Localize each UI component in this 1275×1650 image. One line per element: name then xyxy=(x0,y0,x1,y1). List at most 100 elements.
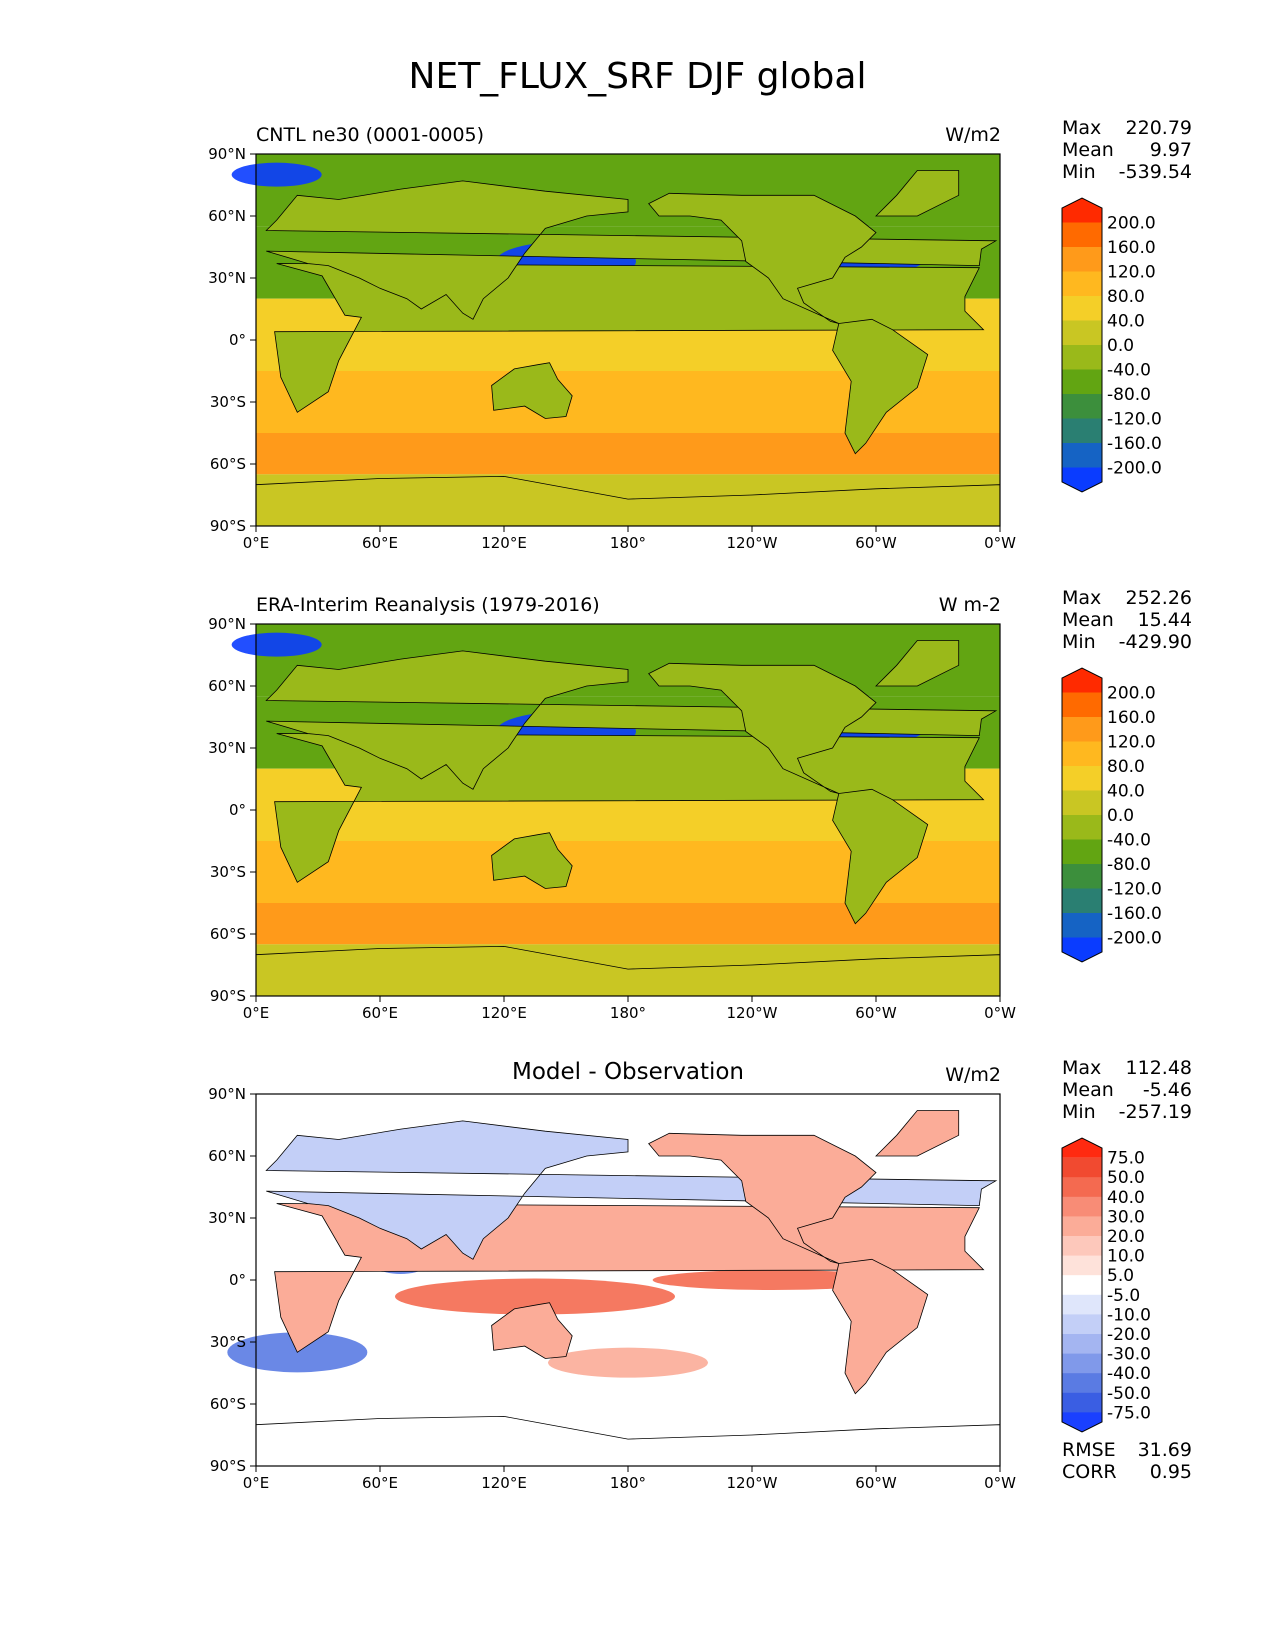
colorbar-label: 200.0 xyxy=(1107,684,1156,704)
min-value: -429.90 xyxy=(1118,631,1192,653)
continent-greenland xyxy=(875,170,960,217)
lon-tick-label: 120°W xyxy=(727,1474,778,1492)
lon-tick-label: 0°E xyxy=(243,1004,270,1022)
colorbar-segment xyxy=(1062,1196,1102,1217)
colorbar-segment xyxy=(1062,222,1102,248)
colorbar-segment xyxy=(1062,1216,1102,1237)
lon-tick-label: 0°E xyxy=(243,1474,270,1492)
colorbar-segment xyxy=(1062,1314,1102,1335)
rmse-corr-stats: RMSE 31.69 CORR 0.95 xyxy=(1062,1439,1192,1483)
min-value: -257.19 xyxy=(1118,1101,1192,1123)
lat-tick-label: 90°N xyxy=(208,615,246,633)
ocean-band-southern xyxy=(256,903,1000,945)
min-label: Min xyxy=(1062,1101,1096,1123)
colorbar-label: 40.0 xyxy=(1107,782,1145,802)
lat-tick-label: 60°S xyxy=(210,455,246,473)
colorbar-label: -5.0 xyxy=(1107,1286,1140,1306)
colorbar-segment xyxy=(1062,394,1102,419)
colorbar-segment xyxy=(1062,741,1102,767)
colorbar-segment xyxy=(1062,271,1102,297)
panel-2-stats: Max 252.26 Mean 15.44 Min -429.90 xyxy=(1062,587,1192,653)
colorbar-label: 40.0 xyxy=(1107,1188,1145,1208)
colorbar-outline xyxy=(1061,667,1103,963)
barents-blob xyxy=(231,162,322,187)
rmse-label: RMSE xyxy=(1062,1439,1116,1461)
lon-tick-label: 60°W xyxy=(855,1474,897,1492)
max-label: Max xyxy=(1062,117,1102,139)
lon-tick-label: 0°W xyxy=(984,534,1016,552)
continent-antarctica xyxy=(256,475,1000,526)
lon-tick-label: 120°E xyxy=(481,1474,527,1492)
colorbar-segment xyxy=(1062,345,1102,370)
colorbar-label: 40.0 xyxy=(1107,312,1145,332)
figure-title: NET_FLUX_SRF DJF global xyxy=(408,56,867,97)
colorbar-segment xyxy=(1062,1275,1102,1296)
lat-tick-label: 30°S xyxy=(210,393,246,411)
continent-greenland xyxy=(875,640,960,687)
lon-tick-label: 60°E xyxy=(362,1474,398,1492)
continent-samerica xyxy=(832,788,929,925)
continent-samerica xyxy=(832,1258,929,1395)
colorbar-segment xyxy=(1062,1392,1102,1413)
colorbar-label: -40.0 xyxy=(1107,1364,1151,1384)
lat-tick-label: 60°S xyxy=(210,1395,246,1413)
lat-tick-label: 90°S xyxy=(210,1457,246,1475)
colorbar-label: -160.0 xyxy=(1107,904,1162,924)
colorbar-segment xyxy=(1062,888,1102,914)
colorbar-segment xyxy=(1062,717,1102,742)
colorbar-label: -40.0 xyxy=(1107,831,1151,851)
colorbar-label: 50.0 xyxy=(1107,1168,1145,1188)
lon-tick-label: 120°W xyxy=(727,534,778,552)
panel-1-stats: Max 220.79 Mean 9.97 Min -539.54 xyxy=(1062,117,1192,183)
min-label: Min xyxy=(1062,631,1096,653)
continent-australia xyxy=(491,1302,573,1359)
colorbar-label: 30.0 xyxy=(1107,1207,1145,1227)
colorbar-segment xyxy=(1062,1294,1102,1315)
colorbar-segment xyxy=(1062,443,1102,468)
colorbar-label: -50.0 xyxy=(1107,1384,1151,1404)
colorbar-max-arrow xyxy=(1062,198,1102,223)
lat-tick-label: 0° xyxy=(229,801,246,819)
lon-tick-label: 60°E xyxy=(362,1004,398,1022)
lat-tick-label: 90°N xyxy=(208,145,246,163)
colorbar-label: 200.0 xyxy=(1107,214,1156,234)
lon-tick-label: 180° xyxy=(610,534,646,552)
colorbar-min-arrow xyxy=(1062,467,1102,492)
mean-label: Mean xyxy=(1062,1079,1114,1101)
lon-tick-label: 180° xyxy=(610,1474,646,1492)
south-pacific-anomaly xyxy=(548,1347,708,1378)
lat-tick-label: 0° xyxy=(229,1271,246,1289)
colorbar-label: -80.0 xyxy=(1107,855,1151,875)
lat-tick-label: 90°S xyxy=(210,517,246,535)
max-value: 220.79 xyxy=(1125,117,1192,139)
panel-2-title: ERA-Interim Reanalysis (1979-2016) xyxy=(256,594,600,616)
panel-3-stats: Max 112.48 Mean -5.46 Min -257.19 xyxy=(1062,1057,1192,1123)
lon-tick-label: 120°W xyxy=(727,1004,778,1022)
continent-namerica xyxy=(648,662,877,794)
colorbar-segment xyxy=(1062,320,1102,346)
colorbar-label: 75.0 xyxy=(1107,1149,1145,1169)
colorbar-outline xyxy=(1061,197,1103,493)
panel-3-units: W/m2 xyxy=(945,1064,1001,1086)
panel-2-units: W m-2 xyxy=(938,594,1001,616)
colorbar-segment xyxy=(1062,864,1102,889)
colorbar-segment xyxy=(1062,1255,1102,1276)
continent-australia xyxy=(491,362,573,419)
colorbar-label: 5.0 xyxy=(1107,1266,1134,1286)
lat-tick-label: 30°N xyxy=(208,1209,246,1227)
colorbar-segment xyxy=(1062,247,1102,272)
continent-australia xyxy=(491,832,573,889)
lon-tick-label: 180° xyxy=(610,1004,646,1022)
lat-tick-label: 60°N xyxy=(208,207,246,225)
min-value: -539.54 xyxy=(1118,161,1192,183)
panel-3-title: Model - Observation xyxy=(511,1059,745,1085)
colorbar-segment xyxy=(1062,1157,1102,1178)
continent-namerica xyxy=(648,1132,877,1264)
lon-tick-label: 120°E xyxy=(481,534,527,552)
colorbar-segment xyxy=(1062,815,1102,840)
colorbar-segment xyxy=(1062,418,1102,444)
lon-tick-label: 120°E xyxy=(481,1004,527,1022)
colorbar-label: -10.0 xyxy=(1107,1305,1151,1325)
barents-blob xyxy=(231,632,322,657)
